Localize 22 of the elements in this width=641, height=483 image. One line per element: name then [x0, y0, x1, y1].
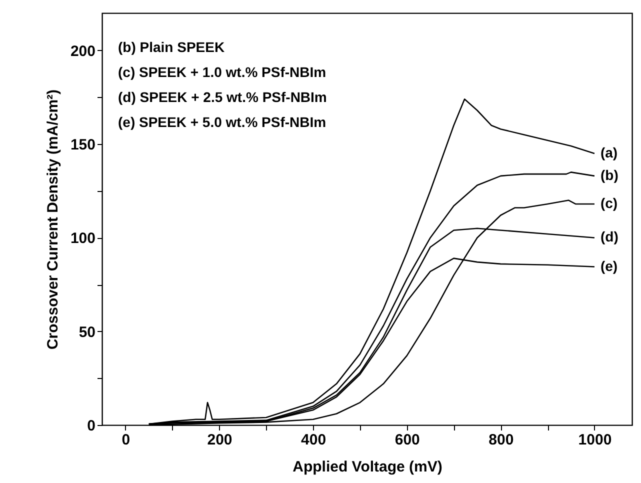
- y-tick-label: 0: [87, 418, 96, 434]
- series-label: (a): [600, 144, 618, 160]
- x-tick-label: 600: [394, 432, 420, 448]
- x-axis-title: Applied Voltage (mV): [292, 458, 442, 476]
- series-label: (c): [600, 195, 618, 212]
- series-label: (e): [600, 258, 618, 274]
- annotation: (b) Plain SPEEK: [118, 39, 225, 55]
- y-tick-label: 150: [70, 136, 96, 154]
- x-tick-label: 400: [301, 432, 326, 448]
- y-tick-label: 200: [70, 42, 96, 60]
- x-tick-label: 800: [488, 432, 514, 448]
- y-tick-label: 50: [78, 324, 96, 341]
- x-tick-label: 200: [207, 432, 232, 448]
- annotation: (c) SPEEK + 1.0 wt.% PSf-NBIm: [118, 64, 326, 80]
- y-tick-label: 100: [70, 230, 96, 248]
- series-label: (b): [600, 166, 618, 183]
- y-axis-title: Crossover Current Density (mA/cm²): [44, 89, 62, 350]
- x-tick-label: 0: [122, 432, 130, 448]
- series-label: (d): [600, 228, 618, 245]
- annotation: (d) SPEEK + 2.5 wt.% PSf-NBIm: [118, 89, 327, 105]
- x-tick-label: 1000: [578, 432, 612, 448]
- annotation: (e) SPEEK + 5.0 wt.% PSf-NBIm: [118, 114, 326, 130]
